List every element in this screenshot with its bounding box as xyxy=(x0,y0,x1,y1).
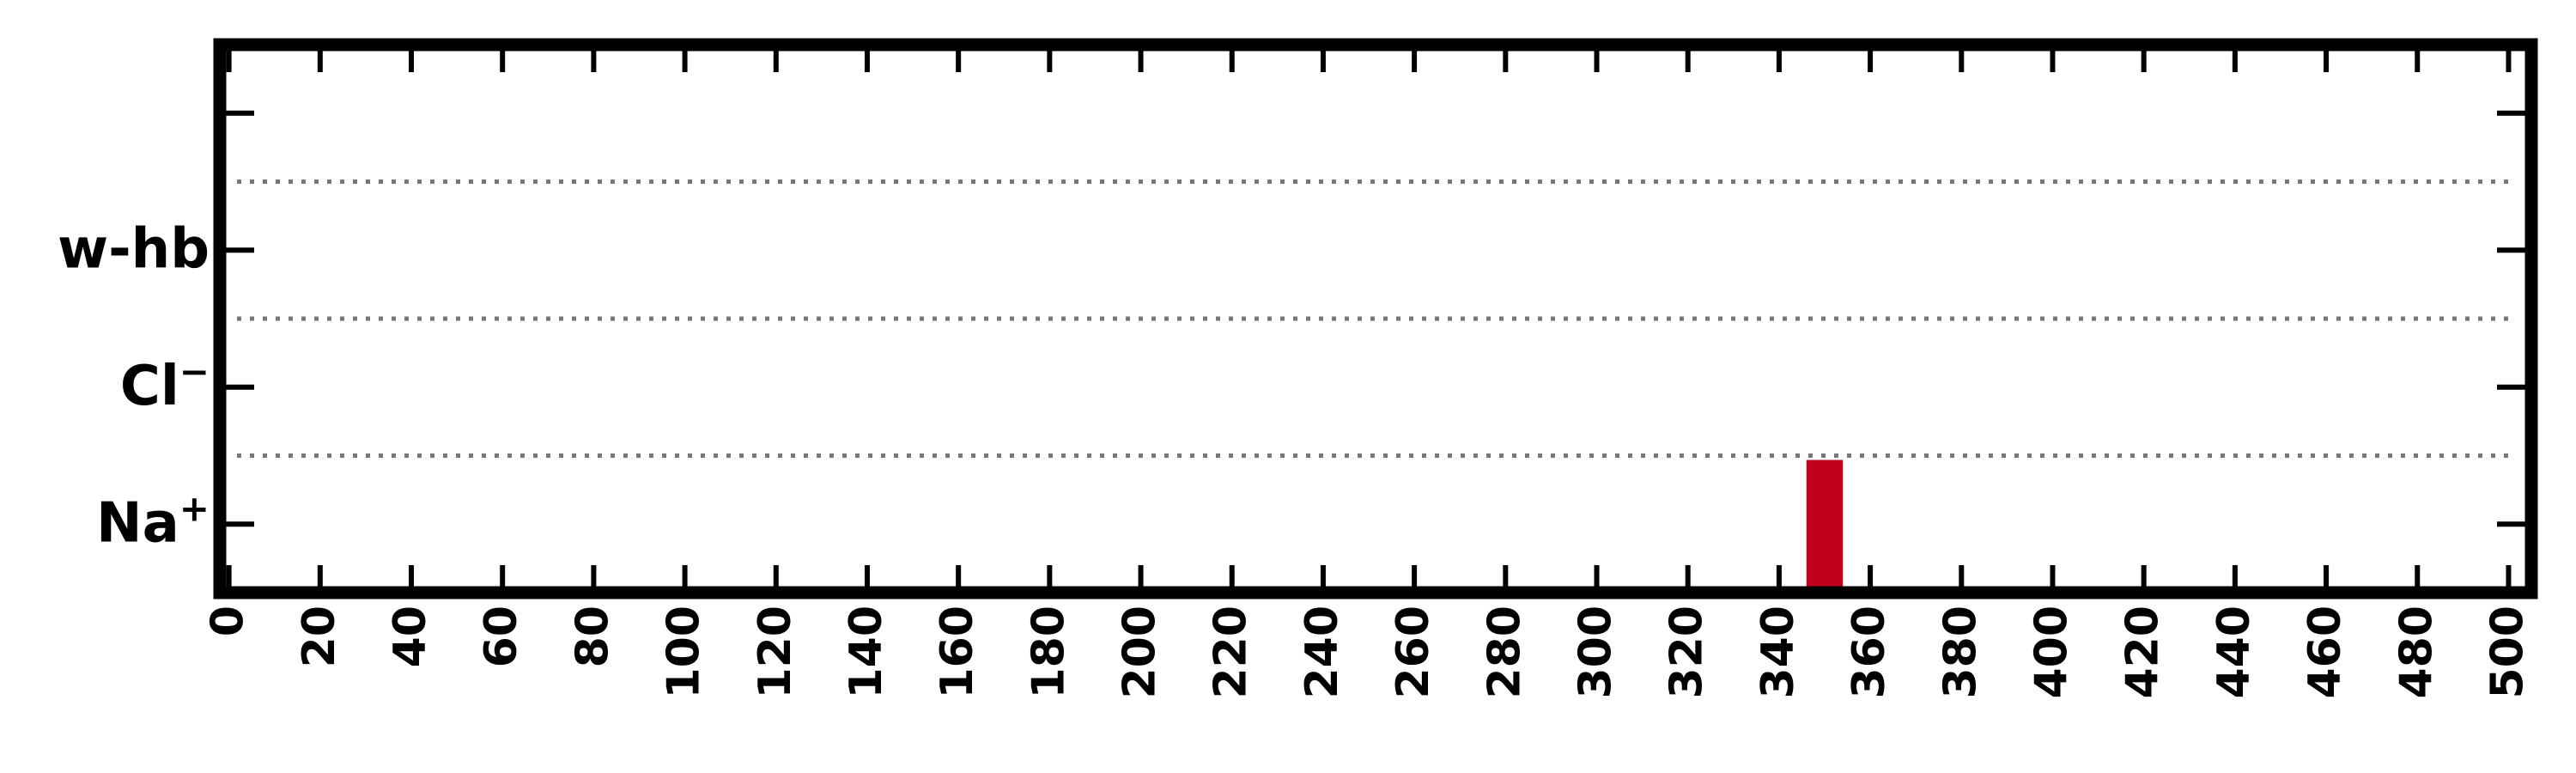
grid-lines xyxy=(237,180,2514,458)
x-tick-label: 420 xyxy=(2117,606,2169,699)
x-tick-label: 140 xyxy=(841,606,892,699)
x-tick-label: 120 xyxy=(750,606,801,699)
x-tick-label: 160 xyxy=(932,606,983,699)
x-tick-label: 260 xyxy=(1388,606,1439,699)
x-tick-label: 480 xyxy=(2391,606,2442,699)
x-tick-label: 440 xyxy=(2208,606,2260,699)
bar-na xyxy=(1806,460,1844,593)
x-tick-labels: 0 20 40 60 80 100 120 140 160 180 200 220 240 260 280 3… xyxy=(203,606,2534,699)
y-tick-label-w-hb: w-hb xyxy=(58,217,210,281)
x-tick-label: 280 xyxy=(1479,606,1530,699)
x-tick-label: 100 xyxy=(659,606,710,699)
x-tick-label: 380 xyxy=(1935,606,1986,699)
x-tick-label: 80 xyxy=(567,606,618,667)
y-tick-label-na: Na+ xyxy=(96,487,210,555)
x-tick-label: 460 xyxy=(2300,606,2351,699)
x-tick-label: 340 xyxy=(1753,606,1804,699)
x-tick-label: 300 xyxy=(1571,606,1622,699)
x-tick-label: 200 xyxy=(1115,606,1166,699)
x-tick-label: 0 xyxy=(203,606,254,636)
x-tick-label: 220 xyxy=(1206,606,1257,699)
x-tick-label: 400 xyxy=(2026,606,2077,699)
x-tick-label: 40 xyxy=(385,606,436,667)
x-tick-label: 240 xyxy=(1297,606,1348,699)
x-tick-label: 180 xyxy=(1023,606,1074,699)
x-tick-label: 360 xyxy=(1844,606,1895,699)
x-tick-label: 60 xyxy=(476,606,527,667)
y-tick-label-cl: Cl− xyxy=(120,350,210,418)
bars xyxy=(1806,460,1844,593)
tick-marks xyxy=(220,45,2531,593)
y-tick-labels: Na+ Cl− w-hb xyxy=(58,217,210,555)
plot-frame xyxy=(213,38,2538,600)
x-tick-label: 320 xyxy=(1662,606,1713,699)
x-tick-label: 20 xyxy=(294,606,345,667)
x-tick-label: 500 xyxy=(2482,606,2533,699)
